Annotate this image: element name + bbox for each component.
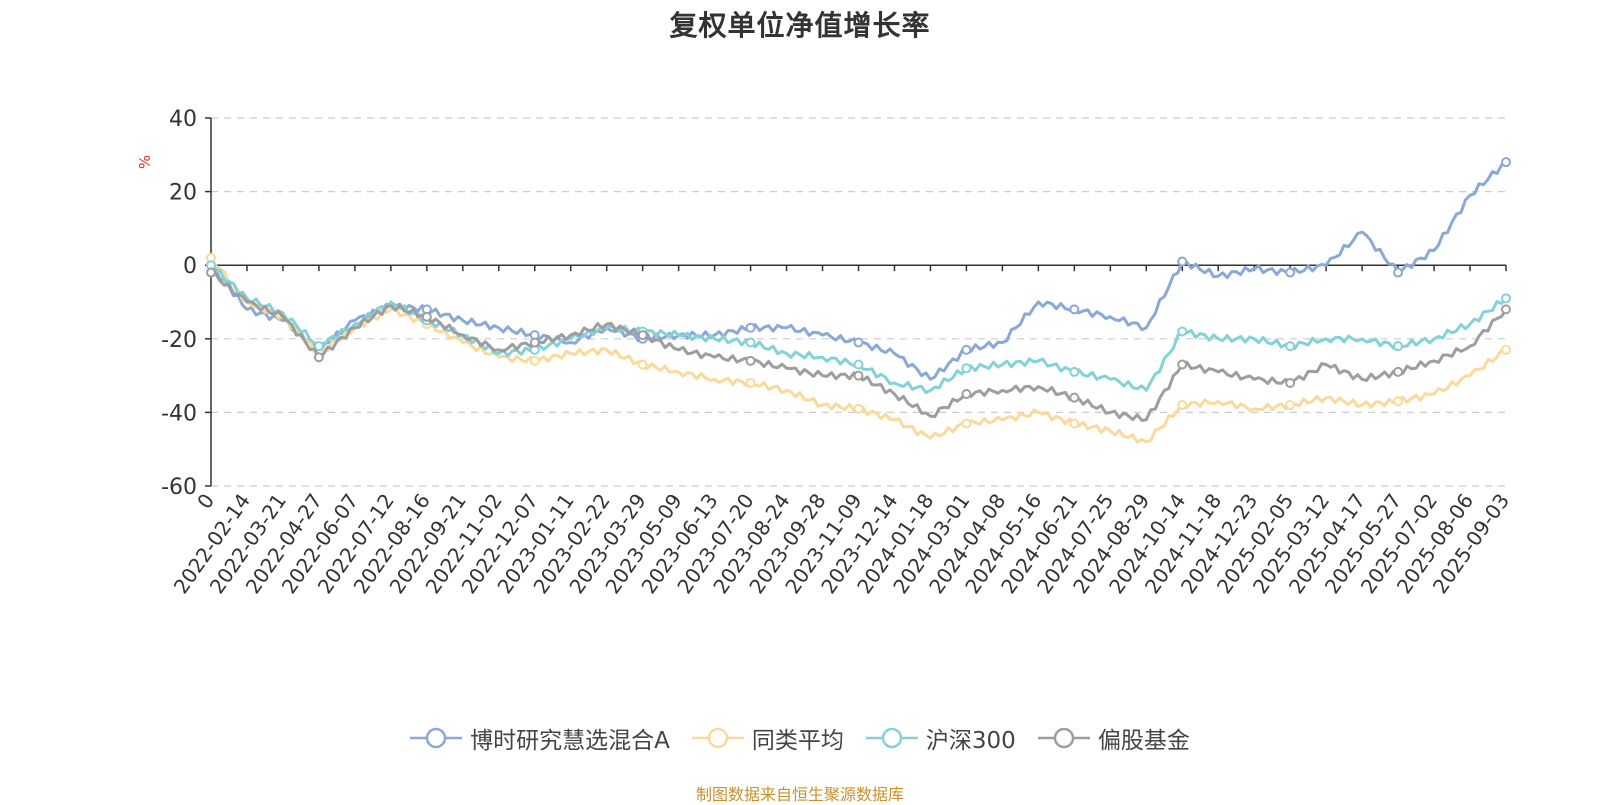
y-tick-labels: 40 20 0 -20 -40 -60	[161, 107, 197, 500]
y-tick-label: 40	[169, 107, 197, 132]
data-point	[745, 322, 756, 333]
y-tick-label: 20	[169, 181, 197, 206]
data-point	[853, 370, 864, 381]
data-point	[529, 355, 540, 366]
data-point	[1501, 157, 1511, 168]
series-3	[206, 267, 1511, 422]
legend-marker-icon	[1037, 727, 1090, 749]
data-point	[1177, 359, 1188, 370]
grid-lines	[211, 117, 1506, 487]
data-point	[421, 311, 432, 322]
y-tick-label: -40	[161, 401, 197, 426]
legend-marker-icon	[865, 727, 918, 749]
legend-label: 沪深300	[925, 728, 1016, 754]
data-point	[1069, 392, 1080, 403]
data-point	[313, 352, 324, 363]
data-point	[1393, 366, 1404, 377]
data-point	[1501, 304, 1511, 315]
legend-marker-icon	[410, 727, 463, 749]
source-note: 制图数据来自恒生聚源数据库	[695, 785, 904, 804]
data-point	[1285, 267, 1296, 278]
data-point	[1177, 256, 1188, 267]
chart-title: 复权单位净值增长率	[669, 9, 931, 42]
data-point	[313, 341, 324, 352]
series-lines	[206, 157, 1511, 444]
data-point	[853, 403, 864, 414]
y-tick-label: -60	[161, 475, 197, 500]
series-line	[209, 257, 1507, 444]
series-0	[206, 157, 1511, 381]
data-point	[529, 337, 540, 348]
data-point	[637, 330, 648, 341]
x-tick-labels: 02022-02-142022-03-212022-04-272022-06-0…	[169, 489, 1514, 598]
data-point	[1393, 341, 1404, 352]
legend-item[interactable]: 偏股基金	[1037, 721, 1190, 755]
y-tick-label: -20	[161, 328, 197, 353]
legend-marker-icon	[691, 727, 744, 749]
data-point	[1393, 267, 1404, 278]
legend-item[interactable]: 沪深300	[865, 721, 1016, 755]
data-point	[961, 363, 972, 374]
data-point	[853, 337, 864, 348]
legend-item[interactable]: 同类平均	[691, 721, 844, 755]
data-point	[1285, 400, 1296, 411]
data-point	[745, 377, 756, 388]
data-point	[637, 359, 648, 370]
y-axis-unit-label: %	[136, 155, 154, 169]
data-point	[1501, 344, 1511, 355]
data-point	[1285, 341, 1296, 352]
series-1	[206, 252, 1511, 444]
data-point	[1177, 400, 1188, 411]
legend-item[interactable]: 博时研究慧选混合A	[410, 721, 670, 755]
data-point	[1177, 326, 1188, 337]
data-point	[1069, 366, 1080, 377]
legend-label: 博时研究慧选混合A	[470, 728, 670, 754]
data-point	[745, 337, 756, 348]
legend-label: 偏股基金	[1097, 728, 1190, 754]
legend: 博时研究慧选混合A 同类平均 沪深300 偏股基金	[0, 722, 1600, 754]
x-tick-label: 0	[192, 489, 219, 513]
legend-label: 同类平均	[751, 728, 844, 754]
data-point	[1069, 418, 1080, 429]
data-point	[961, 389, 972, 399]
data-point	[1501, 293, 1511, 304]
data-point	[853, 359, 864, 370]
data-point	[961, 418, 972, 429]
data-point	[1285, 377, 1296, 388]
data-point	[745, 355, 756, 366]
axes	[205, 117, 1507, 487]
data-point	[1069, 304, 1080, 315]
y-tick-label: 0	[183, 254, 197, 279]
data-point	[961, 344, 972, 355]
data-point	[206, 267, 216, 278]
data-point	[1393, 396, 1404, 407]
